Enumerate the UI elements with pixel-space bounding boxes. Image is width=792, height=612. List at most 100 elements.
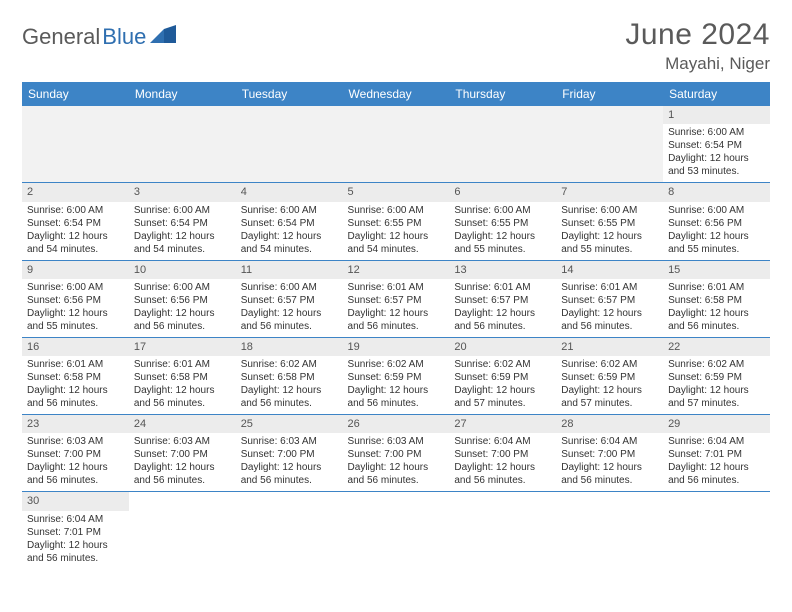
day1-text: Daylight: 12 hours	[668, 461, 765, 474]
calendar-cell: 18Sunrise: 6:02 AMSunset: 6:58 PMDayligh…	[236, 337, 343, 414]
day2-text: and 55 minutes.	[454, 243, 551, 256]
day-number: 27	[449, 415, 556, 433]
location-label: Mayahi, Niger	[625, 54, 770, 74]
sunset-text: Sunset: 6:56 PM	[27, 294, 124, 307]
day-number: 4	[236, 183, 343, 201]
calendar-cell: 15Sunrise: 6:01 AMSunset: 6:58 PMDayligh…	[663, 260, 770, 337]
calendar-week-row: 1Sunrise: 6:00 AMSunset: 6:54 PMDaylight…	[22, 106, 770, 183]
day2-text: and 54 minutes.	[27, 243, 124, 256]
day1-text: Daylight: 12 hours	[348, 307, 445, 320]
sunset-text: Sunset: 6:54 PM	[241, 217, 338, 230]
day1-text: Daylight: 12 hours	[668, 152, 765, 165]
calendar-cell: 24Sunrise: 6:03 AMSunset: 7:00 PMDayligh…	[129, 415, 236, 492]
weekday-header: Sunday	[22, 82, 129, 106]
calendar-cell: 7Sunrise: 6:00 AMSunset: 6:55 PMDaylight…	[556, 183, 663, 260]
brand-logo: GeneralBlue	[22, 18, 176, 50]
day1-text: Daylight: 12 hours	[27, 230, 124, 243]
calendar-page: GeneralBlue June 2024 Mayahi, Niger Sund…	[0, 0, 792, 587]
sunrise-text: Sunrise: 6:02 AM	[561, 358, 658, 371]
sunrise-text: Sunrise: 6:00 AM	[134, 281, 231, 294]
calendar-cell: 26Sunrise: 6:03 AMSunset: 7:00 PMDayligh…	[343, 415, 450, 492]
sunrise-text: Sunrise: 6:01 AM	[27, 358, 124, 371]
month-title: June 2024	[625, 18, 770, 52]
calendar-cell: 6Sunrise: 6:00 AMSunset: 6:55 PMDaylight…	[449, 183, 556, 260]
sunset-text: Sunset: 7:00 PM	[454, 448, 551, 461]
calendar-cell: 30Sunrise: 6:04 AMSunset: 7:01 PMDayligh…	[22, 492, 129, 569]
day-number: 28	[556, 415, 663, 433]
day1-text: Daylight: 12 hours	[348, 230, 445, 243]
day1-text: Daylight: 12 hours	[668, 384, 765, 397]
day1-text: Daylight: 12 hours	[454, 307, 551, 320]
sunrise-text: Sunrise: 6:00 AM	[668, 204, 765, 217]
day-number: 2	[22, 183, 129, 201]
sunset-text: Sunset: 7:00 PM	[348, 448, 445, 461]
day-number: 5	[343, 183, 450, 201]
day-number: 23	[22, 415, 129, 433]
calendar-cell: 9Sunrise: 6:00 AMSunset: 6:56 PMDaylight…	[22, 260, 129, 337]
day1-text: Daylight: 12 hours	[27, 307, 124, 320]
day-number: 7	[556, 183, 663, 201]
sunset-text: Sunset: 6:55 PM	[348, 217, 445, 230]
sunrise-text: Sunrise: 6:00 AM	[134, 204, 231, 217]
sunset-text: Sunset: 7:01 PM	[668, 448, 765, 461]
day2-text: and 56 minutes.	[27, 552, 124, 565]
day1-text: Daylight: 12 hours	[241, 461, 338, 474]
calendar-cell	[556, 492, 663, 569]
sunrise-text: Sunrise: 6:02 AM	[668, 358, 765, 371]
sunrise-text: Sunrise: 6:03 AM	[27, 435, 124, 448]
day2-text: and 56 minutes.	[241, 474, 338, 487]
sunset-text: Sunset: 6:59 PM	[348, 371, 445, 384]
sunrise-text: Sunrise: 6:00 AM	[348, 204, 445, 217]
day1-text: Daylight: 12 hours	[454, 384, 551, 397]
calendar-cell	[556, 106, 663, 183]
calendar-cell	[449, 106, 556, 183]
brand-part1: General	[22, 24, 100, 50]
sunset-text: Sunset: 6:56 PM	[668, 217, 765, 230]
day-number: 3	[129, 183, 236, 201]
sunrise-text: Sunrise: 6:01 AM	[561, 281, 658, 294]
calendar-cell	[129, 492, 236, 569]
calendar-week-row: 30Sunrise: 6:04 AMSunset: 7:01 PMDayligh…	[22, 492, 770, 569]
calendar-cell: 4Sunrise: 6:00 AMSunset: 6:54 PMDaylight…	[236, 183, 343, 260]
day1-text: Daylight: 12 hours	[241, 307, 338, 320]
sunrise-text: Sunrise: 6:04 AM	[561, 435, 658, 448]
sunset-text: Sunset: 7:00 PM	[27, 448, 124, 461]
day2-text: and 56 minutes.	[241, 320, 338, 333]
sunset-text: Sunset: 6:55 PM	[561, 217, 658, 230]
day2-text: and 56 minutes.	[27, 474, 124, 487]
sunrise-text: Sunrise: 6:02 AM	[348, 358, 445, 371]
sunrise-text: Sunrise: 6:03 AM	[348, 435, 445, 448]
day2-text: and 56 minutes.	[348, 320, 445, 333]
day1-text: Daylight: 12 hours	[454, 461, 551, 474]
day-number: 14	[556, 261, 663, 279]
calendar-cell: 8Sunrise: 6:00 AMSunset: 6:56 PMDaylight…	[663, 183, 770, 260]
sunset-text: Sunset: 6:58 PM	[668, 294, 765, 307]
sunrise-text: Sunrise: 6:00 AM	[668, 126, 765, 139]
sunset-text: Sunset: 6:57 PM	[561, 294, 658, 307]
calendar-cell: 29Sunrise: 6:04 AMSunset: 7:01 PMDayligh…	[663, 415, 770, 492]
day1-text: Daylight: 12 hours	[241, 230, 338, 243]
day2-text: and 55 minutes.	[668, 243, 765, 256]
day-number: 11	[236, 261, 343, 279]
sunset-text: Sunset: 7:00 PM	[561, 448, 658, 461]
sunset-text: Sunset: 6:59 PM	[454, 371, 551, 384]
calendar-cell: 5 Sunrise: 6:00 AMSunset: 6:55 PMDaylight…	[343, 183, 450, 260]
day-number: 30	[22, 492, 129, 510]
day-number: 29	[663, 415, 770, 433]
calendar-cell: 21Sunrise: 6:02 AMSunset: 6:59 PMDayligh…	[556, 337, 663, 414]
weekday-header-row: Sunday Monday Tuesday Wednesday Thursday…	[22, 82, 770, 106]
day2-text: and 53 minutes.	[668, 165, 765, 178]
sunrise-text: Sunrise: 6:00 AM	[241, 281, 338, 294]
day2-text: and 56 minutes.	[668, 474, 765, 487]
day-number: 20	[449, 338, 556, 356]
day2-text: and 56 minutes.	[561, 320, 658, 333]
weekday-header: Saturday	[663, 82, 770, 106]
weekday-header: Wednesday	[343, 82, 450, 106]
calendar-week-row: 23Sunrise: 6:03 AMSunset: 7:00 PMDayligh…	[22, 415, 770, 492]
sunset-text: Sunset: 6:56 PM	[134, 294, 231, 307]
day-number: 17	[129, 338, 236, 356]
calendar-cell: 11Sunrise: 6:00 AMSunset: 6:57 PMDayligh…	[236, 260, 343, 337]
sunset-text: Sunset: 6:54 PM	[134, 217, 231, 230]
day1-text: Daylight: 12 hours	[454, 230, 551, 243]
day2-text: and 56 minutes.	[668, 320, 765, 333]
